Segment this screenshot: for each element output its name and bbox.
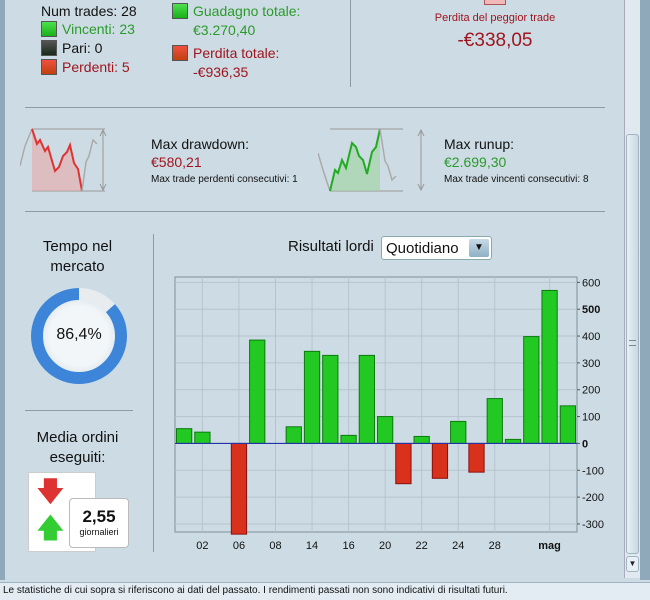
total-loss-label: Perdita totale: [193,45,280,61]
title-line: Media ordini [36,429,119,446]
gain-bar [541,289,558,444]
scrollbar-thumb[interactable] [626,134,639,554]
title-line: mercato [50,258,105,275]
gain-bar [358,354,375,444]
drawdown-consec: Max trade perdenti consecutivi: 1 [151,174,298,185]
divider [25,107,605,108]
orders-value-box: 2,55 giornalieri [69,498,129,548]
loss-total-swatch [172,45,188,61]
y-tick-label: -100 [582,465,604,477]
gain-bar [194,431,211,444]
runup-value: €2.699,30 [444,154,507,170]
y-tick-label: 300 [582,358,600,370]
divider [350,0,351,87]
x-tick-label: 14 [306,540,318,552]
scroll-down-button[interactable]: ▼ [626,556,639,572]
gain-swatch [172,3,188,19]
num-trades: Num trades: 28 [41,3,137,19]
x-tick-label: 02 [196,540,208,552]
market-time-title: Tempo nel mercato [20,237,135,277]
x-tick-label: 06 [233,540,245,552]
worst-trade-value: -€338,05 [457,30,533,51]
y-tick-label: -300 [582,519,604,531]
loss-bar [395,442,412,485]
drawdown-label: Max drawdown: [151,136,250,152]
gain-bar [559,405,577,444]
divider [153,234,154,552]
even-row: Pari: 0 [41,40,102,56]
gain-bar [523,336,540,444]
x-tick-label: 20 [379,540,391,552]
right-frame [640,0,650,580]
title-line: Tempo nel [42,238,113,255]
x-tick-label: 16 [342,540,354,552]
gain-bar [486,398,503,444]
results-chart: 600 500 400 300 200 100 0 -100 -200 -300 02 06 08 14 1… [174,276,604,552]
loss-label-row: Perdita totale: [172,45,279,61]
title-line: eseguiti: [49,449,106,466]
losses-count: Perdenti: 5 [62,59,130,75]
market-time-value: 86,4% [56,326,102,343]
gain-bar [249,339,266,444]
worst-trade-label: Perdita del peggior trade [434,12,556,24]
gain-bar [176,428,193,444]
even-swatch [41,40,57,56]
period-value: Quotidiano [386,240,459,257]
arrow-up-icon: 🡅 [36,512,65,543]
status-bar: Le statistiche di cui sopra si riferisco… [0,582,650,600]
y-tick-label: 0 [582,438,588,450]
y-tick-label: 200 [582,385,600,397]
total-gain: €3.270,40 [193,22,256,38]
total-loss: -€936,35 [193,64,249,80]
runup-consec: Max trade vincenti consecutivi: 8 [444,174,589,185]
loss-swatch [41,59,57,75]
y-tick-label: 400 [582,331,600,343]
grip-icon [629,340,636,346]
gain-label-row: Guadagno totale: [172,3,300,19]
gain-bar [504,438,522,444]
y-tick-label: 600 [582,277,600,289]
orders-unit: giornalieri [79,527,119,537]
drawdown-value: €580,21 [151,154,202,170]
gain-bar [413,435,430,444]
loss-bar [230,442,248,535]
orders-value: 2,55 [82,507,116,526]
gain-bar [340,434,357,444]
chevron-down-icon[interactable]: ▼ [469,239,489,257]
orders-title: Media ordini eseguiti: [20,428,135,468]
win-swatch [41,21,57,37]
gain-bar [450,420,467,444]
x-tick-label: 08 [269,540,281,552]
loss-bar [431,442,449,479]
chart-title: Risultati lordi [288,238,374,255]
wins-count: Vincenti: 23 [62,21,135,37]
loss-bar [468,442,485,473]
y-tick-label: 100 [582,412,600,424]
gain-bar [322,354,339,444]
market-time-ring [31,288,127,384]
drawdown-sparkline [20,128,107,192]
period-dropdown[interactable]: Quotidiano ▼ [381,236,492,260]
gain-bar [303,350,321,444]
divider [25,211,605,212]
x-tick-label: 28 [489,540,501,552]
x-tick-label: mag [538,540,561,552]
y-tick-label: -200 [582,492,604,504]
x-tick-label: 24 [452,540,464,552]
losses-row: Perdenti: 5 [41,59,130,75]
arrow-down-icon: 🡇 [36,476,65,507]
left-frame [0,0,5,580]
x-tick-label: 22 [416,540,428,552]
runup-label: Max runup: [444,136,515,152]
gain-bar [285,426,302,444]
worst-trade-bar [484,0,506,5]
y-tick-label: 500 [582,304,600,316]
divider [25,410,133,411]
runup-sparkline [318,128,425,192]
total-gain-label: Guadagno totale: [193,3,301,19]
even-count: Pari: 0 [62,40,103,56]
gain-bar [377,416,394,444]
wins-row: Vincenti: 23 [41,21,135,37]
